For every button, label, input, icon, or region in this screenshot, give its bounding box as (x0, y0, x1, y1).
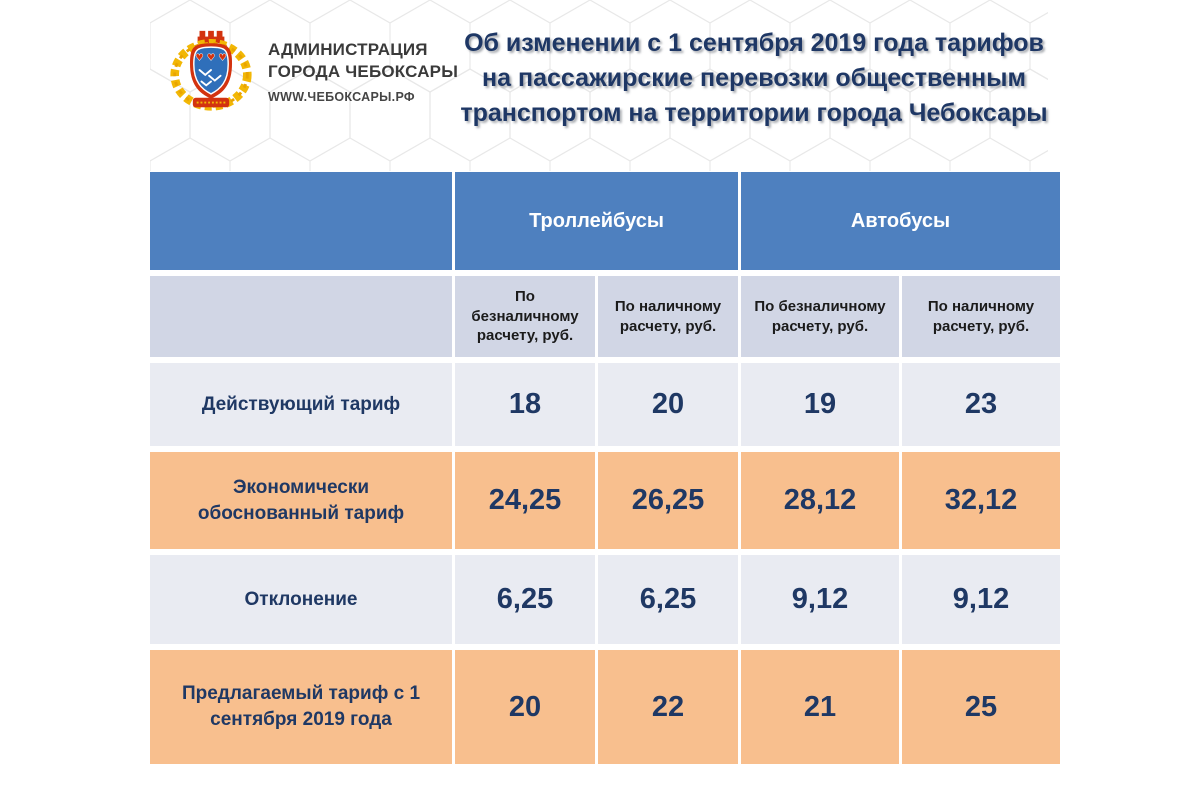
table-value-cell: 23 (902, 363, 1060, 446)
table-subheader-cell: По безналичному расчету, руб. (455, 276, 595, 357)
table-value-cell: 18 (455, 363, 595, 446)
table-row-label: Предлагаемый тариф с 1 сентября 2019 год… (150, 650, 452, 764)
table-header-group-trolleybus: Троллейбусы (455, 172, 738, 270)
table-value-cell: 22 (598, 650, 738, 764)
page-title: Об изменении с 1 сентября 2019 года тари… (460, 29, 1048, 127)
table-value-cell: 9,12 (741, 555, 899, 644)
org-name-line1: АДМИНИСТРАЦИЯ (268, 39, 428, 59)
administration-name-block: АДМИНИСТРАЦИЯ ГОРОДА ЧЕБОКСАРЫ WWW.ЧЕБОК… (268, 39, 458, 104)
table-value-cell: 9,12 (902, 555, 1060, 644)
table-value-cell: 28,12 (741, 452, 899, 549)
table-row-label: Действующий тариф (150, 363, 452, 446)
table-value-cell: 20 (455, 650, 595, 764)
slide-header: ♥ ♥ ♥ АДМИНИСТРАЦИЯ ГОРОДА ЧЕБОКСАРЫ WWW… (0, 0, 1200, 172)
org-website: WWW.ЧЕБОКСАРЫ.РФ (268, 89, 415, 104)
table-value-cell: 32,12 (902, 452, 1060, 549)
table-value-cell: 19 (741, 363, 899, 446)
org-name-line2: ГОРОДА ЧЕБОКСАРЫ (268, 61, 459, 81)
table-value-cell: 20 (598, 363, 738, 446)
table-row-label: Экономически обоснованный тариф (150, 452, 452, 549)
tariff-table: Троллейбусы Автобусы По безналичному рас… (150, 172, 1060, 764)
table-subheader-cell: По безналичному расчету, руб. (741, 276, 899, 357)
table-subheader-cell: По наличному расчету, руб. (598, 276, 738, 357)
administration-logo: ♥ ♥ ♥ АДМИНИСТРАЦИЯ ГОРОДА ЧЕБОКСАРЫ WWW… (168, 30, 458, 112)
table-row-label: Отклонение (150, 555, 452, 644)
table-value-cell: 25 (902, 650, 1060, 764)
svg-text:♥ ♥ ♥: ♥ ♥ ♥ (195, 52, 227, 63)
table-value-cell: 26,25 (598, 452, 738, 549)
table-subheader-corner-cell (150, 276, 452, 357)
table-value-cell: 24,25 (455, 452, 595, 549)
table-header-group-bus: Автобусы (741, 172, 1060, 270)
table-subheader-cell: По наличному расчету, руб. (902, 276, 1060, 357)
table-value-cell: 6,25 (455, 555, 595, 644)
hexagon-pattern-background (150, 0, 1048, 171)
city-coat-of-arms-icon: ♥ ♥ ♥ (170, 30, 252, 111)
table-header-corner-cell (150, 172, 452, 270)
table-value-cell: 6,25 (598, 555, 738, 644)
table-value-cell: 21 (741, 650, 899, 764)
